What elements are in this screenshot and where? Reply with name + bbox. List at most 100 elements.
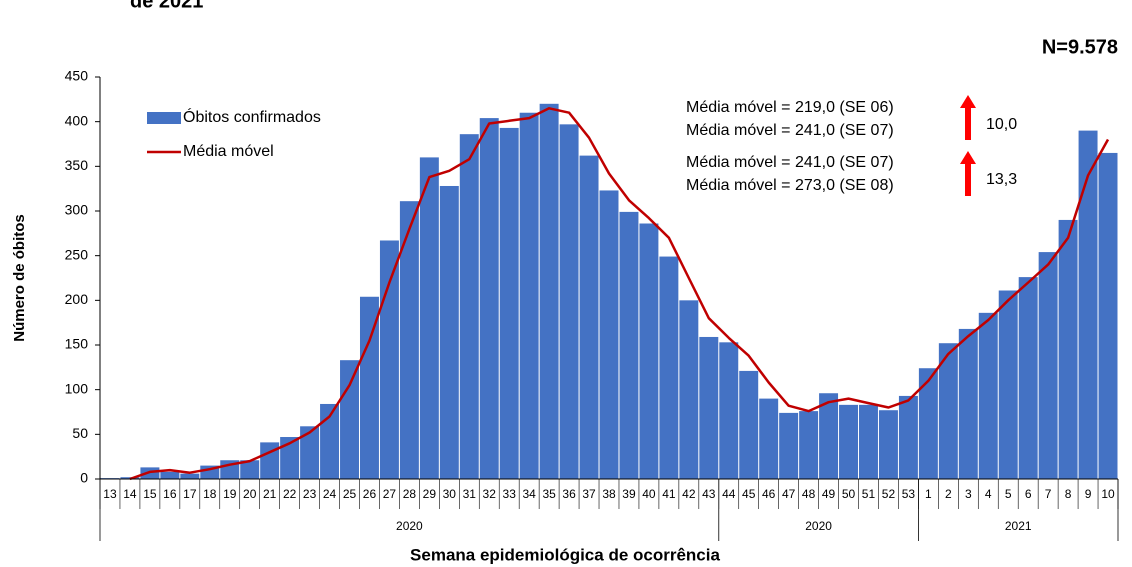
x-tick-label: 51: [862, 487, 876, 501]
annotation-line: Média móvel = 241,0 (SE 07): [686, 122, 894, 139]
x-tick-label: 31: [463, 487, 477, 501]
bar: [359, 296, 379, 479]
y-tick-label: 50: [72, 425, 88, 441]
bar: [240, 460, 260, 479]
up-arrow: [960, 95, 976, 140]
x-tick-label: 18: [203, 487, 217, 501]
bar: [399, 201, 419, 479]
annotation-line: Média móvel = 219,0 (SE 06): [686, 99, 894, 116]
n-label: N=9.578: [1042, 36, 1118, 58]
x-group-label: 2021: [1005, 519, 1032, 533]
bar: [1038, 252, 1058, 479]
bar: [898, 395, 918, 479]
x-tick-label: 36: [562, 487, 576, 501]
x-tick-label: 48: [802, 487, 816, 501]
bar: [819, 393, 839, 479]
x-axis-title: Semana epidemiológica de ocorrência: [410, 545, 720, 564]
bar: [958, 328, 978, 479]
x-tick-label: 10: [1101, 487, 1115, 501]
bar: [300, 426, 320, 479]
bar: [180, 473, 200, 479]
x-tick-label: 22: [283, 487, 297, 501]
x-tick-label: 45: [742, 487, 756, 501]
x-group-label: 2020: [805, 519, 832, 533]
x-tick-label: 17: [183, 487, 197, 501]
x-tick-label: 33: [503, 487, 517, 501]
bar: [379, 240, 399, 479]
up-arrow: [960, 151, 976, 196]
bar: [699, 336, 719, 479]
x-tick-label: 27: [383, 487, 397, 501]
x-tick-label: 5: [1005, 487, 1012, 501]
bar: [639, 223, 659, 479]
annotation-line: Média móvel = 241,0 (SE 07): [686, 154, 894, 171]
x-tick-label: 21: [263, 487, 277, 501]
bar: [160, 471, 180, 479]
y-tick-label: 350: [65, 157, 89, 173]
bar: [559, 124, 579, 479]
bar: [978, 312, 998, 479]
legend-label: Média móvel: [183, 143, 274, 160]
x-tick-label: 34: [522, 487, 536, 501]
x-tick-label: 40: [642, 487, 656, 501]
x-tick-label: 29: [423, 487, 437, 501]
bar: [1078, 130, 1098, 479]
x-tick-label: 26: [363, 487, 377, 501]
x-tick-label: 35: [542, 487, 556, 501]
y-tick-label: 300: [65, 202, 89, 218]
x-tick-label: 9: [1085, 487, 1092, 501]
bar: [998, 290, 1018, 479]
x-tick-label: 39: [622, 487, 636, 501]
line: [129, 107, 1110, 481]
annotation-line: Média móvel = 273,0 (SE 08): [686, 177, 894, 194]
bar: [739, 370, 759, 479]
y-tick-label: 400: [65, 112, 89, 128]
bar: [1058, 219, 1078, 479]
bar: [779, 412, 799, 479]
chart-title: de 2021: [130, 0, 203, 12]
y-tick-label: 250: [65, 246, 89, 262]
x-tick-label: 14: [123, 487, 137, 501]
annotation-change: 10,0: [986, 116, 1017, 133]
y-tick-label: 0: [80, 470, 88, 486]
x-tick-label: 6: [1025, 487, 1032, 501]
x-tick-label: 8: [1065, 487, 1072, 501]
x-tick-label: 46: [762, 487, 776, 501]
bar: [459, 134, 479, 479]
x-tick-label: 41: [662, 487, 676, 501]
bar: [539, 103, 559, 480]
x-tick-label: 50: [842, 487, 856, 501]
bar: [918, 368, 938, 479]
bar: [659, 256, 679, 479]
x-tick-label: 47: [782, 487, 796, 501]
bar: [340, 360, 359, 479]
y-tick-label: 150: [65, 336, 89, 352]
x-tick-label: 24: [323, 487, 337, 501]
bar: [878, 410, 898, 479]
y-tick-label: 100: [65, 380, 89, 396]
bar: [499, 127, 519, 480]
x-tick-label: 16: [163, 487, 177, 501]
legend-swatch: [147, 112, 181, 124]
x-tick-label: 3: [965, 487, 972, 501]
x-tick-label: 38: [602, 487, 616, 501]
bar: [320, 403, 340, 479]
x-tick-label: 30: [443, 487, 457, 501]
x-tick-label: 2: [945, 487, 952, 501]
x-tick-label: 53: [902, 487, 916, 501]
x-tick-label: 13: [103, 487, 117, 501]
bar: [439, 185, 459, 479]
bar: [679, 300, 699, 479]
bar: [719, 342, 739, 479]
bar: [619, 211, 639, 480]
y-tick-label: 200: [65, 291, 89, 307]
bar: [599, 190, 619, 479]
x-tick-label: 23: [303, 487, 317, 501]
x-tick-label: 32: [483, 487, 497, 501]
x-tick-label: 28: [403, 487, 417, 501]
x-tick-label: 52: [882, 487, 896, 501]
x-tick-label: 42: [682, 487, 696, 501]
bar: [799, 411, 819, 479]
x-tick-label: 1: [925, 487, 932, 501]
